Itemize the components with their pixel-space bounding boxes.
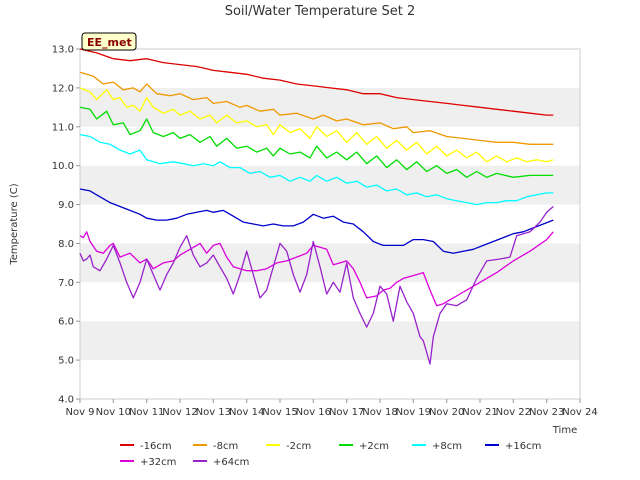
x-tick-label: Nov 20: [429, 407, 464, 418]
legend-item: +32cm: [120, 457, 176, 468]
chart-title: Soil/Water Temperature Set 2: [225, 4, 416, 19]
grid-band: [80, 165, 580, 205]
y-tick-label: 13.0: [52, 45, 74, 56]
legend-label: +16cm: [505, 441, 541, 452]
y-tick-label: 7.0: [58, 278, 74, 289]
x-tick-label: Nov 11: [129, 407, 164, 418]
series-line-8cm: [79, 71, 554, 145]
x-tick-label: Nov 10: [96, 407, 131, 418]
series-line-2cm: [79, 106, 554, 178]
legend-label: -2cm: [286, 441, 311, 452]
x-tick-label: Nov 16: [296, 407, 331, 418]
ee-met-badge: EE_met: [81, 32, 137, 51]
x-tick-label: Nov 13: [196, 407, 231, 418]
legend-label: -8cm: [213, 441, 238, 452]
x-tick-label: Nov 15: [262, 407, 297, 418]
legend-label: +2cm: [359, 441, 389, 452]
grid-band: [80, 360, 580, 399]
y-tick-label: 5.0: [58, 356, 74, 367]
plot-frame: [79, 48, 581, 400]
legend-item: -8cm: [193, 441, 238, 452]
legend: -16cm -8cm -2cm +2cm +8cm +16cm +32cm +64cm: [120, 441, 541, 468]
y-axis: 4.0 5.0 6.0 7.0 8.0 9.0 10.0 11.0 12.0 13.0: [52, 45, 80, 406]
x-tick-label: Nov 23: [529, 407, 564, 418]
y-tick-label: 11.0: [52, 122, 74, 133]
x-tick-label: Nov 21: [462, 407, 497, 418]
grid-band: [80, 126, 580, 166]
y-tick-label: 10.0: [52, 161, 74, 172]
y-axis-label: Temperature (C): [9, 183, 20, 265]
y-tick-label: 4.0: [58, 395, 74, 406]
x-tick-label: Nov 22: [496, 407, 531, 418]
grid-band: [80, 87, 580, 127]
grid-band: [80, 243, 580, 283]
legend-item: +2cm: [339, 441, 389, 452]
grid-band: [80, 49, 580, 88]
x-tick-label: Nov 19: [396, 407, 431, 418]
legend-label: +8cm: [432, 441, 462, 452]
y-tick-label: 9.0: [58, 200, 74, 211]
series-line-16cm: [79, 48, 554, 116]
x-tick-label: Nov 18: [362, 407, 397, 418]
legend-item: +64cm: [193, 457, 249, 468]
series-lines: [79, 48, 554, 365]
series-line-64cm: [79, 206, 554, 365]
grid-band: [80, 204, 580, 244]
grid-bands: [80, 49, 580, 399]
legend-item: +8cm: [412, 441, 462, 452]
legend-item: +16cm: [485, 441, 541, 452]
legend-item: -16cm: [120, 441, 172, 452]
y-tick-label: 8.0: [58, 239, 74, 250]
y-tick-label: 12.0: [52, 83, 74, 94]
series-line-32cm: [79, 231, 554, 307]
x-tick-label: Nov 24: [562, 407, 597, 418]
badge-label: EE_met: [87, 36, 132, 49]
x-tick-label: Nov 17: [329, 407, 364, 418]
series-line-2cm: [79, 87, 554, 163]
series-line-16cm: [79, 188, 554, 254]
x-axis-label: Time: [552, 425, 577, 436]
series-line-8cm: [79, 133, 554, 206]
legend-label: +64cm: [213, 457, 249, 468]
badge-box: [81, 32, 137, 51]
legend-label: -16cm: [140, 441, 172, 452]
legend-item: -2cm: [266, 441, 311, 452]
x-tick-label: Nov 14: [229, 407, 264, 418]
y-tick-label: 6.0: [58, 317, 74, 328]
x-tick-label: Nov 9: [65, 407, 94, 418]
x-tick-label: Nov 12: [162, 407, 197, 418]
legend-label: +32cm: [140, 457, 176, 468]
grid-band: [80, 321, 580, 361]
